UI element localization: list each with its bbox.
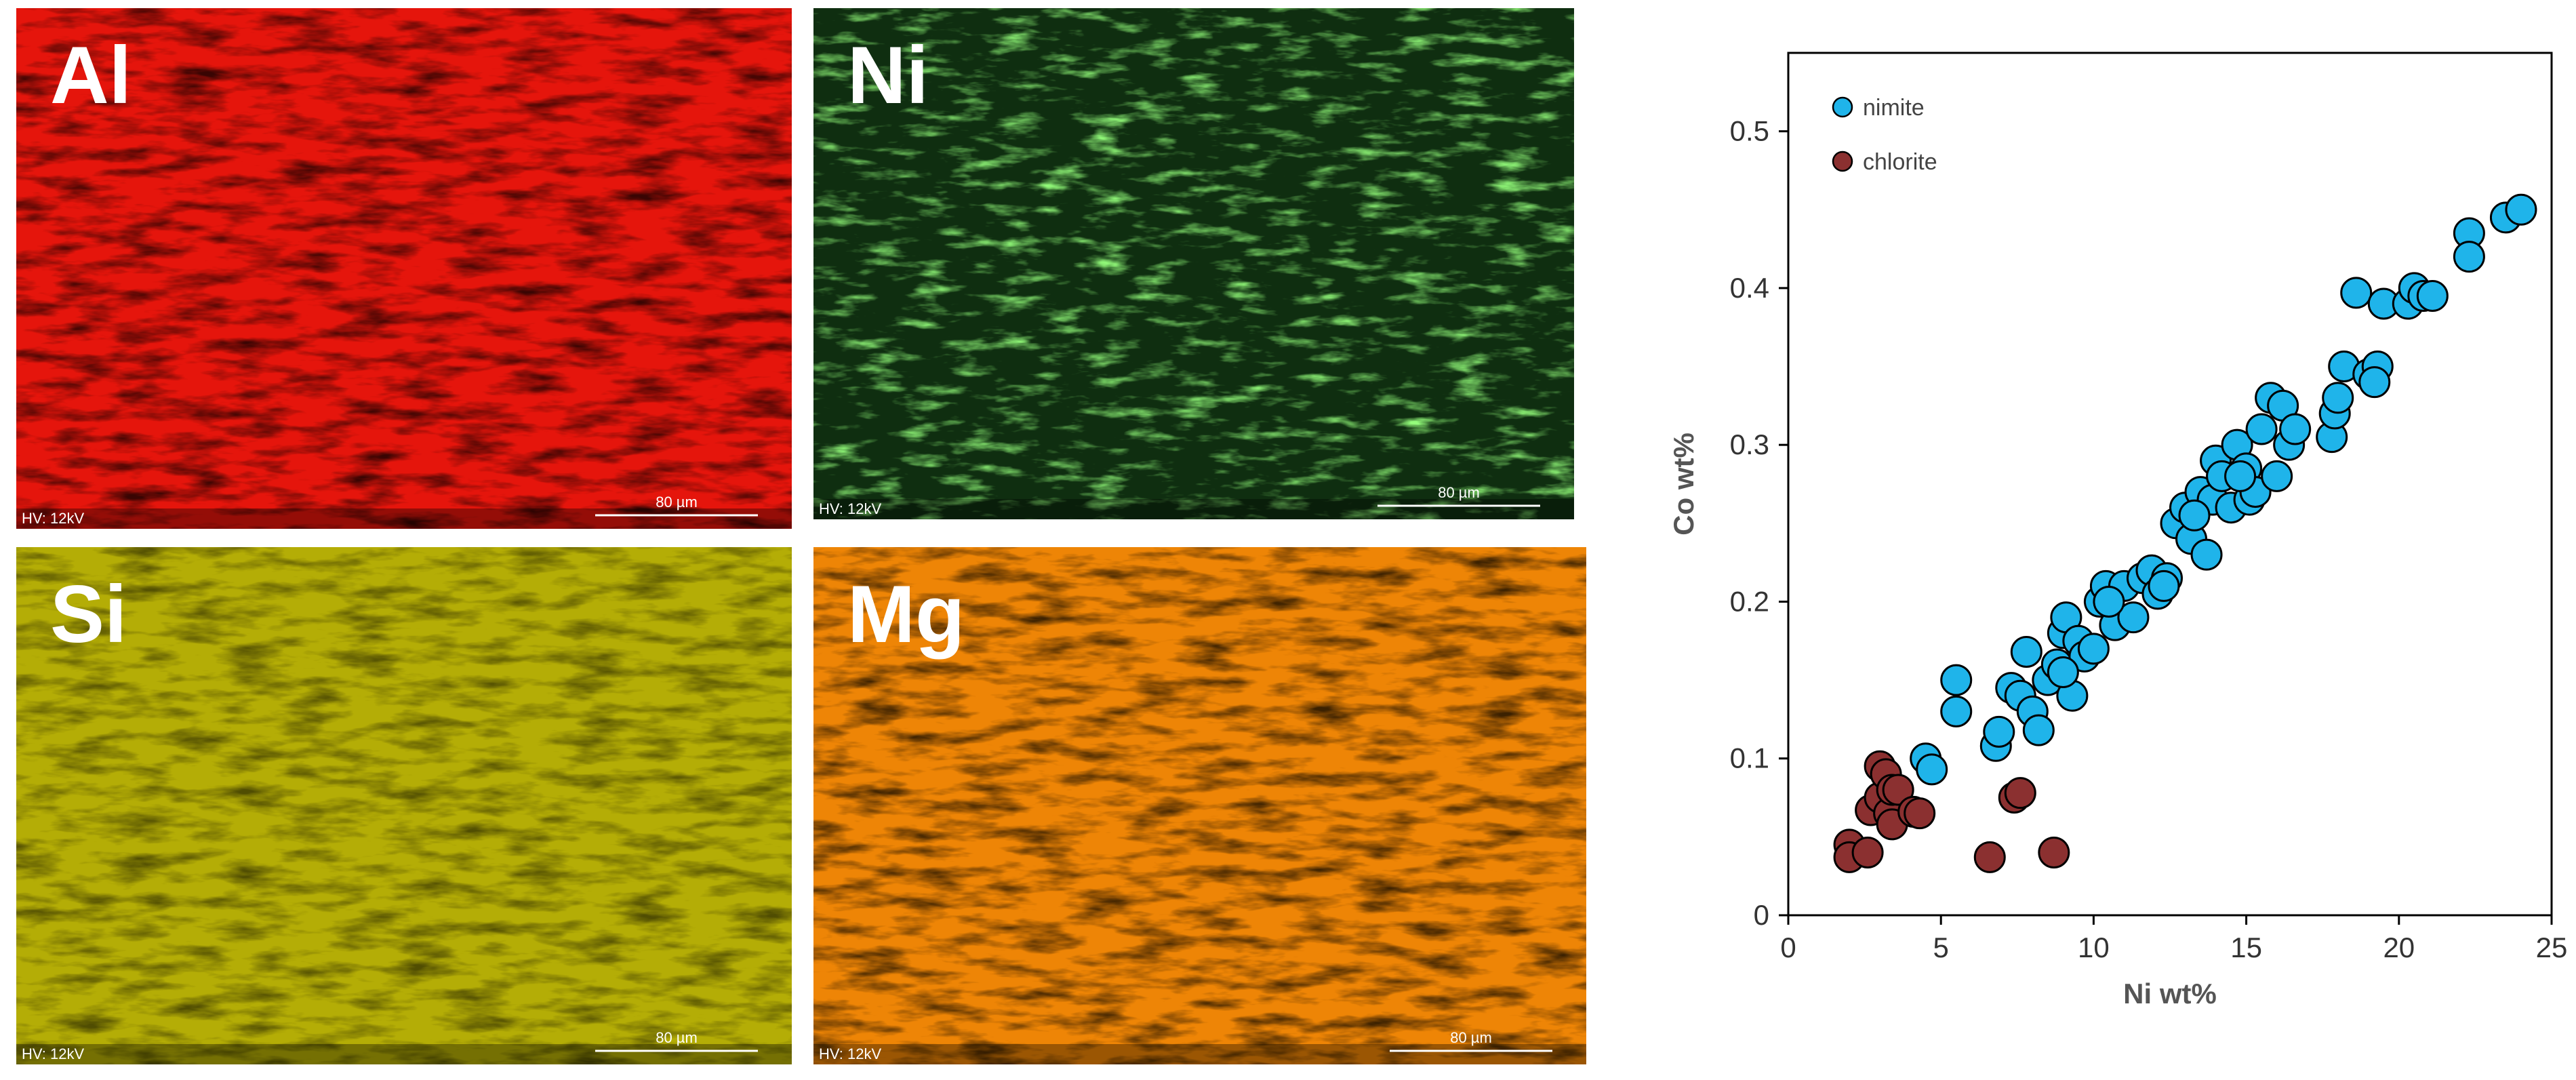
data-point [2322, 382, 2354, 414]
legend-label: chlorite [1863, 149, 1937, 175]
data-point [1940, 664, 1973, 696]
data-point [2178, 499, 2211, 532]
plot-area [1787, 52, 2553, 917]
y-tick-label: 0 [1754, 899, 1769, 931]
data-point [1882, 774, 1914, 806]
scale-label: 80 µm [1450, 1029, 1492, 1046]
data-point [2416, 279, 2449, 312]
y-axis-title: Co wt% [1668, 433, 1699, 536]
data-point [2279, 413, 2312, 445]
y-tick-label: 0.2 [1730, 585, 1769, 617]
data-point [1851, 836, 1884, 868]
data-point [2505, 193, 2537, 226]
data-point [2261, 460, 2293, 492]
map-texture [813, 547, 1586, 1064]
map-panel: Ni HV: 12kV 80 µm [813, 8, 1574, 519]
data-point [2245, 413, 2278, 445]
data-point [2358, 366, 2391, 399]
data-point [2047, 656, 2079, 689]
footer-bar [16, 508, 792, 529]
y-tick-label: 0.5 [1730, 115, 1769, 147]
data-point [1904, 797, 1936, 830]
map-texture [16, 547, 792, 1064]
element-label: Al [50, 30, 132, 121]
map-panel: Si HV: 12kV 80 µm [16, 547, 792, 1064]
legend-marker [1832, 96, 1853, 118]
data-point [2148, 569, 2180, 602]
y-tick-label: 0.4 [1730, 272, 1769, 304]
data-point [1973, 841, 2006, 873]
footer-bar [813, 1044, 1586, 1064]
x-tick-label: 20 [2383, 932, 2415, 963]
legend-label: nimite [1863, 95, 1925, 121]
x-tick-label: 10 [2078, 932, 2110, 963]
footer-bar [16, 1044, 792, 1064]
x-tick-label: 25 [2536, 932, 2568, 963]
hv-label: HV: 12kV [22, 510, 84, 527]
data-point [1983, 715, 2015, 748]
scale-label: 80 µm [656, 1029, 698, 1046]
data-point [1916, 753, 1948, 786]
element-label: Ni [847, 30, 929, 121]
map-texture [813, 8, 1574, 519]
data-point [1940, 695, 1973, 727]
data-point [2093, 585, 2125, 618]
data-point [2010, 635, 2042, 668]
scale-label: 80 µm [656, 494, 698, 511]
data-point [2038, 836, 2070, 868]
map-panel: Mg HV: 12kV 80 µm [813, 547, 1586, 1064]
element-label: Si [50, 569, 127, 660]
map-texture [16, 8, 792, 529]
data-point [2340, 277, 2373, 309]
data-point [2077, 633, 2110, 665]
y-tick-label: 0.1 [1730, 742, 1769, 774]
y-tick-label: 0.3 [1730, 428, 1769, 460]
hv-label: HV: 12kV [22, 1045, 84, 1062]
data-point [2190, 538, 2223, 571]
x-tick-label: 15 [2230, 932, 2262, 963]
x-axis-title: Ni wt% [2123, 978, 2217, 1009]
scale-label: 80 µm [1438, 484, 1480, 501]
data-point [2004, 777, 2036, 809]
x-tick-label: 5 [1933, 932, 1949, 963]
footer-bar [813, 499, 1574, 519]
data-point [2224, 460, 2257, 492]
data-point [2117, 601, 2150, 634]
data-point [2453, 241, 2485, 273]
hv-label: HV: 12kV [819, 1045, 881, 1062]
hv-label: HV: 12kV [819, 500, 881, 517]
data-point [2022, 714, 2055, 746]
legend-marker [1832, 151, 1853, 172]
x-tick-label: 0 [1780, 932, 1796, 963]
map-panel: Al HV: 12kV 80 µm [16, 8, 792, 529]
element-label: Mg [847, 569, 965, 660]
